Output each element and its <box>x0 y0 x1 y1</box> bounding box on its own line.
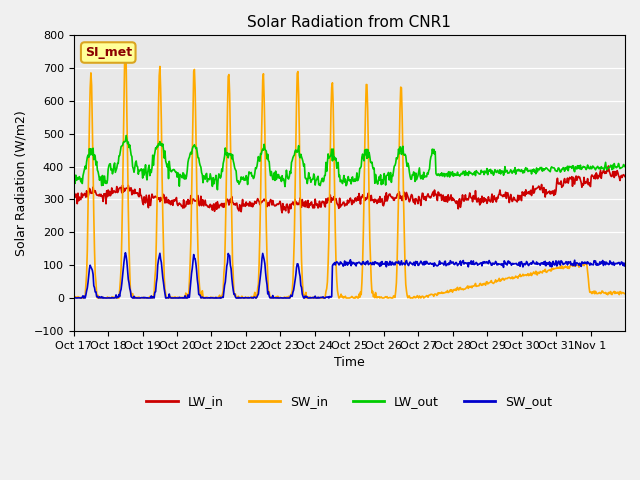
SW_in <box>122 46 129 51</box>
SW_out <box>122 250 129 256</box>
LW_in <box>284 204 292 210</box>
LW_in <box>438 197 445 203</box>
SW_out <box>285 295 292 301</box>
SW_in <box>136 295 143 301</box>
SW_out <box>264 291 271 297</box>
SW_in <box>438 290 446 296</box>
SW_out <box>237 295 244 301</box>
LW_out <box>264 158 272 164</box>
LW_in <box>236 202 244 208</box>
Y-axis label: Solar Radiation (W/m2): Solar Radiation (W/m2) <box>15 110 28 256</box>
LW_in <box>407 194 415 200</box>
Line: LW_in: LW_in <box>74 166 625 213</box>
SW_in <box>621 291 629 297</box>
LW_out <box>214 187 221 192</box>
SW_in <box>77 295 85 301</box>
Legend: LW_in, SW_in, LW_out, SW_out: LW_in, SW_in, LW_out, SW_out <box>141 390 557 413</box>
LW_out <box>438 173 446 179</box>
LW_in <box>621 174 629 180</box>
LW_in <box>263 204 271 209</box>
Text: SI_met: SI_met <box>84 46 132 59</box>
LW_out <box>408 176 415 182</box>
LW_out <box>70 176 77 182</box>
SW_in <box>285 295 293 301</box>
LW_out <box>122 132 130 138</box>
SW_out <box>621 261 629 266</box>
LW_in <box>70 193 77 199</box>
Line: LW_out: LW_out <box>74 135 625 190</box>
LW_in <box>605 163 612 169</box>
SW_out <box>407 260 415 266</box>
SW_in <box>237 295 245 301</box>
SW_out <box>135 295 143 301</box>
Line: SW_in: SW_in <box>74 48 625 298</box>
LW_out <box>237 174 245 180</box>
Line: SW_out: SW_out <box>74 253 625 298</box>
LW_in <box>134 193 142 199</box>
X-axis label: Time: Time <box>334 356 365 369</box>
LW_out <box>135 167 143 173</box>
LW_out <box>285 174 293 180</box>
SW_out <box>438 260 445 266</box>
SW_in <box>70 294 77 300</box>
Title: Solar Radiation from CNR1: Solar Radiation from CNR1 <box>248 15 451 30</box>
LW_in <box>285 210 292 216</box>
LW_out <box>621 164 629 169</box>
SW_in <box>264 290 272 296</box>
SW_in <box>408 295 415 301</box>
SW_out <box>70 295 77 301</box>
